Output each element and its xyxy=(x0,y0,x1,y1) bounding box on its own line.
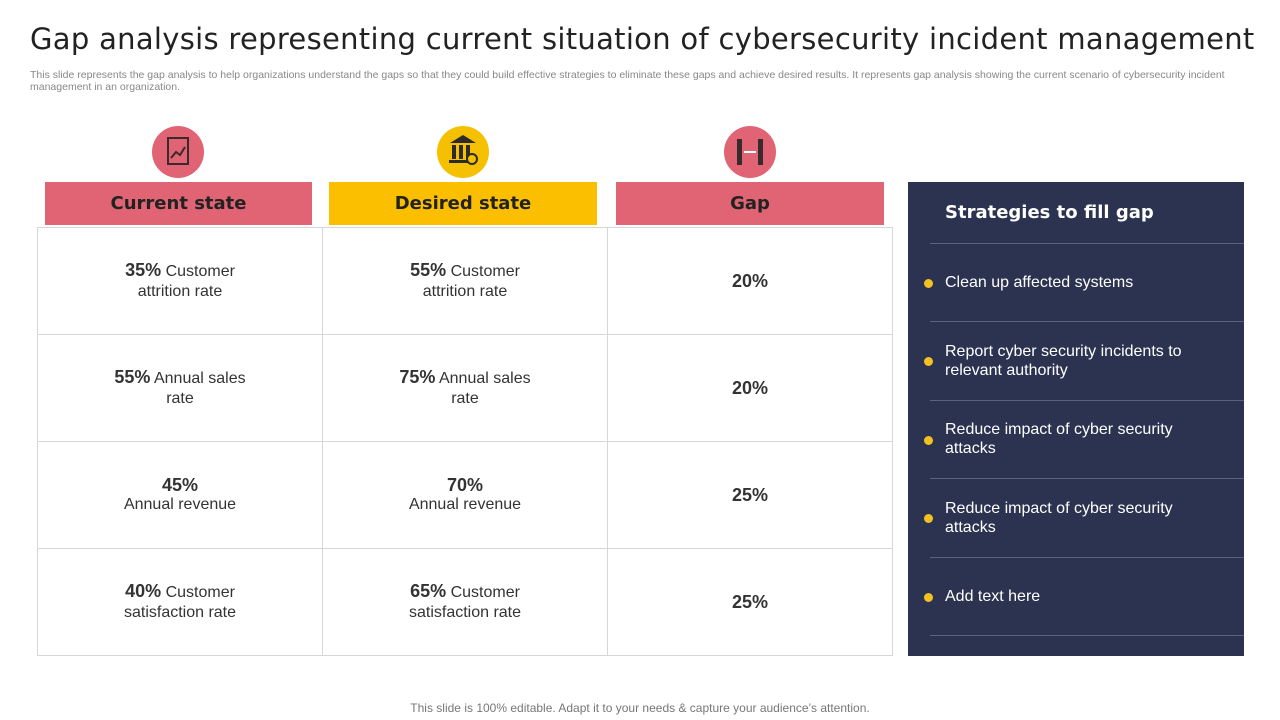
strategy-item: Reduce impact of cyber security attacks xyxy=(945,421,1173,457)
table-cell: 25% xyxy=(607,548,893,656)
cell-label: Annual revenue xyxy=(123,496,237,513)
separator xyxy=(930,478,1244,479)
table-cell: 40% Customer satisfaction rate xyxy=(37,548,323,656)
table-cell: 55% Annual sales rate xyxy=(37,334,323,442)
cell-value: 65% xyxy=(410,581,447,601)
bullet xyxy=(924,357,933,366)
icon-desired xyxy=(437,126,489,178)
cell-content: 40% Customer satisfaction rate xyxy=(110,581,250,623)
cell-content: 55% Annual sales rate xyxy=(110,367,250,409)
strategy-item: Clean up affected systems xyxy=(945,273,1134,291)
column-header: Gap xyxy=(616,182,884,225)
subtitle: This slide represents the gap analysis t… xyxy=(30,69,1225,93)
table-cell: 70% Annual revenue xyxy=(322,441,608,549)
cell-content: 55% Customer attrition rate xyxy=(395,260,535,302)
cell-content: 65% Customer satisfaction rate xyxy=(395,581,535,623)
table-cell: 35% Customer attrition rate xyxy=(37,227,323,335)
cell-label: Customer attrition rate xyxy=(137,263,235,300)
gap-value: 20% xyxy=(731,378,769,398)
bullet xyxy=(924,514,933,523)
cell-value: 40% xyxy=(125,581,162,601)
cell-label: Customer satisfaction rate xyxy=(408,584,522,621)
table-cell: 65% Customer satisfaction rate xyxy=(322,548,608,656)
separator xyxy=(930,400,1244,401)
gap-value: 20% xyxy=(731,271,769,291)
separator xyxy=(930,557,1244,558)
table-cell: 45% Annual revenue xyxy=(37,441,323,549)
separator xyxy=(930,243,1244,244)
table-cell: 75% Annual sales rate xyxy=(322,334,608,442)
cell-content: 35% Customer attrition rate xyxy=(110,260,250,302)
cell-value: 35% xyxy=(125,260,162,280)
table-cell: 20% xyxy=(607,334,893,442)
strategy-item: Reduce impact of cyber security attacks xyxy=(945,499,1173,536)
table-cell: 20% xyxy=(607,227,893,335)
gap-value: 25% xyxy=(731,592,769,612)
cell-label: Annual revenue xyxy=(408,496,522,513)
title: Gap analysis representing current situat… xyxy=(30,22,1255,56)
separator xyxy=(930,321,1244,322)
column-header: Current state xyxy=(45,182,312,225)
cell-value: 70% xyxy=(446,475,484,495)
cell-label: Customer attrition rate xyxy=(422,263,520,300)
gap-value: 25% xyxy=(731,485,769,505)
cell-content: 45% Annual revenue xyxy=(110,475,250,515)
icon-current xyxy=(152,126,204,178)
icons xyxy=(152,126,776,178)
cell-label: Annual sales rate xyxy=(438,370,531,407)
cell-value: 55% xyxy=(410,260,447,280)
cell-label: Annual sales rate xyxy=(153,370,246,407)
cell-content: 75% Annual sales rate xyxy=(395,367,535,409)
bullet xyxy=(924,592,933,602)
strategy-item: Report cyber security incidents to relev… xyxy=(945,342,1182,379)
bullet xyxy=(924,278,933,288)
strategies-title: Strategies to fill gap xyxy=(945,202,1154,223)
cell-value: 45% xyxy=(161,475,199,495)
separator xyxy=(930,635,1244,636)
cell-value: 55% xyxy=(114,367,151,387)
strategy-item: Add text here xyxy=(945,587,1041,605)
strategies-panel xyxy=(908,182,1244,656)
bullet xyxy=(924,435,933,445)
footer: This slide is 100% editable. Adapt it to… xyxy=(410,701,870,715)
table-cell: 25% xyxy=(607,441,893,549)
cell-content: 70% Annual revenue xyxy=(395,475,535,515)
cell-label: Customer satisfaction rate xyxy=(123,584,237,621)
icon-gap xyxy=(724,126,776,178)
cell-value: 75% xyxy=(399,367,436,387)
table-cell: 55% Customer attrition rate xyxy=(322,227,608,335)
column-header: Desired state xyxy=(329,182,597,225)
